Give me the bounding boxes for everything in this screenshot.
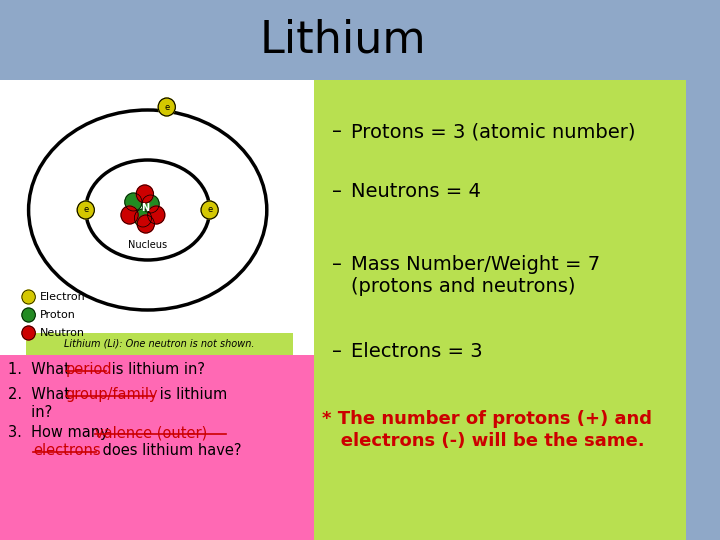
- Text: Mass Number/Weight = 7
(protons and neutrons): Mass Number/Weight = 7 (protons and neut…: [351, 255, 600, 296]
- Circle shape: [125, 193, 142, 211]
- Circle shape: [201, 201, 218, 219]
- FancyBboxPatch shape: [0, 80, 315, 355]
- Text: valence (outer): valence (outer): [95, 425, 207, 440]
- Text: is lithium: is lithium: [156, 387, 228, 402]
- Text: –: –: [332, 182, 341, 201]
- Text: e: e: [83, 206, 89, 214]
- FancyBboxPatch shape: [0, 0, 686, 80]
- Text: –: –: [332, 255, 341, 274]
- Text: Proton: Proton: [40, 310, 76, 320]
- Circle shape: [135, 209, 151, 227]
- Text: 2.  What: 2. What: [8, 387, 74, 402]
- FancyBboxPatch shape: [26, 333, 292, 355]
- Circle shape: [142, 195, 159, 213]
- Text: e: e: [164, 103, 169, 111]
- FancyBboxPatch shape: [315, 80, 686, 540]
- Text: Lithium: Lithium: [260, 18, 426, 62]
- Circle shape: [138, 215, 154, 233]
- Text: N: N: [141, 203, 149, 213]
- Text: –: –: [332, 122, 341, 141]
- Text: period: period: [66, 362, 112, 377]
- Circle shape: [22, 290, 35, 304]
- Text: is lithium in?: is lithium in?: [107, 362, 204, 377]
- Circle shape: [22, 308, 35, 322]
- Text: Electron: Electron: [40, 292, 86, 302]
- Text: Lithium (Li): One neutron is not shown.: Lithium (Li): One neutron is not shown.: [64, 339, 254, 349]
- Text: electrons (-) will be the same.: electrons (-) will be the same.: [322, 432, 644, 450]
- Text: in?: in?: [8, 405, 52, 420]
- Circle shape: [148, 206, 165, 224]
- Text: 1.  What: 1. What: [8, 362, 74, 377]
- Text: Nucleus: Nucleus: [128, 240, 167, 250]
- Text: Protons = 3 (atomic number): Protons = 3 (atomic number): [351, 122, 635, 141]
- Text: Electrons = 3: Electrons = 3: [351, 342, 482, 361]
- Circle shape: [136, 185, 153, 203]
- Circle shape: [77, 201, 94, 219]
- Circle shape: [158, 98, 176, 116]
- Text: Neutron: Neutron: [40, 328, 85, 338]
- FancyBboxPatch shape: [0, 355, 315, 540]
- Text: e: e: [207, 206, 212, 214]
- Text: does lithium have?: does lithium have?: [98, 443, 242, 458]
- Circle shape: [22, 326, 35, 340]
- Circle shape: [121, 206, 138, 224]
- Text: 3.  How many: 3. How many: [8, 425, 113, 440]
- Text: –: –: [332, 342, 341, 361]
- Text: electrons: electrons: [33, 443, 101, 458]
- Text: * The number of protons (+) and: * The number of protons (+) and: [322, 410, 652, 428]
- Text: group/family: group/family: [66, 387, 158, 402]
- Text: Neutrons = 4: Neutrons = 4: [351, 182, 480, 201]
